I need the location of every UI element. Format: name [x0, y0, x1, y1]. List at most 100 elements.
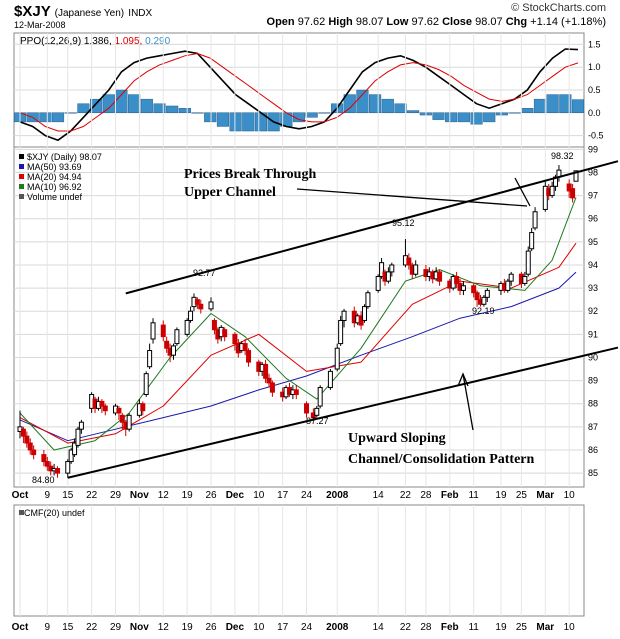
ppo-tick-label: -0.5 [588, 131, 604, 141]
x-axis-label-bottom: 28 [420, 622, 432, 633]
candle [529, 227, 535, 252]
candle [269, 380, 275, 397]
candle-body [143, 373, 149, 395]
price-tick-label: 88 [588, 399, 598, 409]
candle [194, 297, 200, 309]
ma50-line [19, 271, 577, 442]
candle-body [338, 319, 344, 345]
ppo-histogram-bar [90, 98, 103, 114]
x-axis-label: Nov [130, 490, 149, 501]
price-tick-label: 95 [588, 237, 598, 247]
candle-body [174, 329, 180, 345]
ppo-histogram-bar [457, 112, 470, 123]
candle-body [389, 264, 395, 273]
candle [208, 297, 214, 312]
x-axis-label: Oct [12, 490, 29, 501]
candle-body [208, 301, 214, 310]
candle [334, 343, 340, 372]
candle-body [266, 377, 272, 384]
price-value-label: 92.77 [193, 268, 216, 278]
candle-body [99, 400, 105, 407]
price-legend-item: $XJY (Daily) 98.07 [27, 152, 102, 162]
x-axis-label: Mar [536, 490, 554, 501]
candle [437, 269, 443, 286]
break-pointer-line [296, 188, 528, 207]
x-axis-label: 14 [373, 490, 385, 501]
candle-body [194, 299, 200, 305]
x-axis-label-bottom: 25 [516, 622, 528, 633]
candle [266, 373, 272, 388]
upper-channel-line [125, 160, 619, 295]
candle [147, 343, 153, 370]
candle [72, 438, 78, 457]
price-tick-label: 90 [588, 352, 598, 362]
annotation-channel-line2: Channel/Consolidation Pattern [348, 452, 535, 467]
x-axis-label-bottom: 17 [277, 622, 289, 633]
candle [375, 274, 381, 293]
candle-body [198, 303, 204, 310]
ppo-legend-item: 1.095, [112, 36, 143, 47]
candle [102, 403, 108, 416]
candle-body [542, 185, 548, 210]
legend-swatch [19, 154, 24, 159]
candle [525, 246, 531, 277]
price-value-label: 92.19 [472, 306, 495, 316]
x-axis-label: 19 [182, 490, 194, 501]
candle [522, 271, 528, 286]
candle [55, 466, 61, 478]
candle-body [246, 350, 252, 363]
ppo-histogram-bar [102, 94, 115, 113]
price-panel-frame [13, 146, 585, 488]
x-axis-label: 28 [420, 490, 432, 501]
cmf-panel-frame [13, 504, 585, 617]
candle [570, 184, 576, 203]
candle [532, 207, 538, 231]
candle-body [532, 211, 538, 229]
ppo-histogram-bar [381, 98, 394, 114]
candle-body [126, 414, 132, 430]
ppo-histogram-bar [115, 89, 128, 113]
x-axis-label: 19 [495, 490, 507, 501]
ppo-tick-label: 1.0 [588, 62, 601, 72]
price-legend-item: MA(10) 96.92 [27, 182, 82, 192]
close-value: 98.07 [475, 16, 503, 28]
symbol-title: $XJY (Japanese Yen) INDX [14, 3, 152, 20]
candle [413, 260, 419, 277]
candle [481, 295, 487, 307]
candle [566, 179, 572, 198]
cmf-swatch [19, 510, 24, 515]
price-tick-label: 99 [588, 144, 598, 154]
x-axis-label-bottom: 12 [158, 622, 170, 633]
symbol-name: (Japanese Yen) [54, 8, 125, 19]
candle [116, 406, 122, 420]
ppo-histogram-bar [191, 112, 204, 114]
x-axis-label-bottom: 11 [468, 622, 479, 633]
price-tick-label: 98 [588, 167, 598, 177]
x-axis-label-bottom: 19 [495, 622, 507, 633]
x-axis-label: 29 [110, 490, 122, 501]
x-axis-label: 24 [301, 490, 313, 501]
candle-body [334, 347, 340, 370]
ppo-histogram-bar [508, 112, 521, 114]
price-tick-label: 93 [588, 283, 598, 293]
candle-body [242, 343, 248, 352]
ma20-line [19, 242, 577, 444]
x-axis-label: 17 [277, 490, 289, 501]
candle-body [269, 382, 275, 393]
ppo-tick-label: 1.5 [588, 39, 601, 49]
candle [75, 426, 81, 448]
candle [68, 447, 74, 464]
candle-body [27, 442, 33, 451]
candle [338, 315, 344, 346]
candle [27, 438, 33, 455]
candle-body [566, 183, 572, 192]
ppo-histogram-bar [533, 98, 546, 114]
x-axis-label: 2008 [326, 490, 349, 501]
ppo-histogram-bar [39, 112, 52, 123]
candle [188, 306, 194, 323]
ppo-histogram-bar [178, 108, 191, 113]
candle [126, 412, 132, 432]
x-axis-label-bottom: 22 [86, 622, 98, 633]
x-axis-label: 15 [62, 490, 74, 501]
